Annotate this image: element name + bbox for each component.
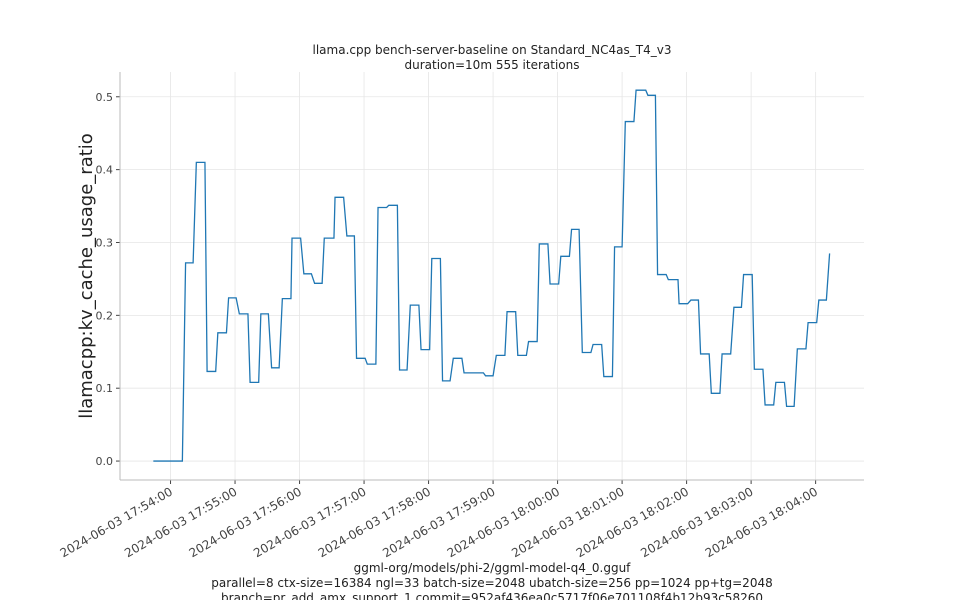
y-tick-label: 0.1	[96, 382, 114, 395]
y-tick-label: 0.3	[96, 236, 114, 249]
x-tick-label: 2024-06-03 17:57:00	[251, 484, 368, 560]
chart-subtitle: duration=10m 555 iterations	[405, 58, 580, 72]
x-tick-label: 2024-06-03 18:01:00	[509, 484, 626, 560]
x-tick-label: 2024-06-03 17:56:00	[187, 484, 304, 560]
x-tick-label: 2024-06-03 18:03:00	[638, 484, 755, 560]
x-tick-label: 2024-06-03 17:58:00	[316, 484, 433, 560]
y-tick-label: 0.4	[96, 164, 114, 177]
y-tick-label: 0.5	[96, 91, 114, 104]
x-axis-label: branch=pr_add_amx_support_1 commit=952af…	[221, 591, 763, 600]
x-tick-label: 2024-06-03 17:55:00	[122, 484, 239, 560]
x-tick-label: 2024-06-03 18:00:00	[445, 484, 562, 560]
data-line	[153, 89, 831, 462]
x-axis-label: parallel=8 ctx-size=16384 ngl=33 batch-s…	[211, 576, 772, 590]
chart-title: llama.cpp bench-server-baseline on Stand…	[313, 43, 672, 57]
x-tick-label: 2024-06-03 17:54:00	[58, 484, 175, 560]
y-axis-label: llamacpp:kv_cache_usage_ratio	[76, 133, 97, 419]
y-tick-label: 0.2	[96, 309, 114, 322]
x-axis-label: ggml-org/models/phi-2/ggml-model-q4_0.gg…	[354, 561, 632, 575]
x-tick-label: 2024-06-03 18:04:00	[703, 484, 820, 560]
y-tick-label: 0.0	[96, 455, 114, 468]
x-tick-label: 2024-06-03 17:59:00	[380, 484, 497, 560]
x-tick-label: 2024-06-03 18:02:00	[574, 484, 691, 560]
